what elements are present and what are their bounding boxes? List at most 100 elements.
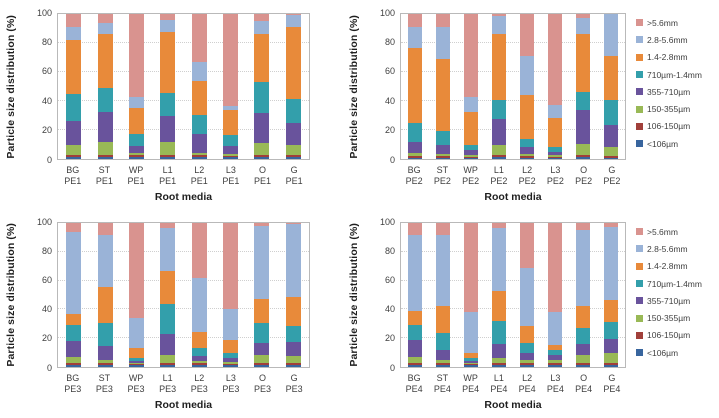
bar-segment [436,153,450,157]
bar-segment [492,343,506,358]
x-category-label: ST PE2 [433,165,451,186]
bar-segment [492,16,506,35]
bar-segment [436,59,450,131]
x-category-label: L2 PE3 [190,373,208,394]
bar-segment [576,343,590,355]
bar-segment [548,223,562,312]
bar-segment [464,156,478,158]
y-tick-label: 0 [46,154,52,165]
bar-segment [436,130,450,146]
bar-segment [191,153,207,156]
x-category-label: WP PE2 [462,165,480,186]
x-category-label: BG PE1 [64,165,82,186]
bar-segment [223,223,239,310]
bar-segment [576,156,590,159]
bar-segment [97,359,113,364]
bar-segment [254,342,270,355]
plot-area [57,13,310,160]
stacked-bar-o-pe4 [576,223,590,367]
bar-segment [520,157,534,159]
bar-segment [436,156,450,158]
bar-segment [576,363,590,365]
legend-swatch [636,297,643,305]
y-tick-label: 20 [384,333,395,344]
bar-segment [464,352,478,359]
bar-segment [464,96,478,112]
bar-segment [408,223,422,235]
legend-item: 150-355µm [636,309,702,326]
bar-segment [576,364,590,367]
y-axis-title: Particle size distribution (%) [5,14,17,159]
bar-segment [223,145,239,154]
bar-segment [436,234,450,306]
legend-swatch [636,105,643,113]
bar-segment [223,353,239,359]
x-category-label: L2 PE2 [518,165,536,186]
y-tick-label: 60 [384,66,395,77]
stacked-bar-l1-pe2 [492,14,506,159]
bar-segment [66,356,82,364]
gridline [58,129,309,130]
bar-segment [436,14,450,28]
x-category-label: WP PE4 [462,373,480,394]
bar-segment [191,348,207,356]
stacked-bar-l3-pe4 [548,223,562,367]
bar-segment [254,364,270,367]
stacked-bar-o-pe2 [576,14,590,159]
bar-segment [223,361,239,365]
stacked-bar-g-pe1 [285,14,301,159]
bar-segment [408,157,422,159]
bar-segment [66,27,82,41]
stacked-bar-g-pe3 [285,223,301,367]
bar-segment [128,364,144,367]
bar-segment [285,122,301,145]
bar-segment [492,14,506,17]
gridline [58,42,309,43]
bar-segment [128,152,144,156]
bar-segment [604,300,618,322]
plot-area [57,222,310,368]
bar-segment [408,27,422,49]
x-axis-title: Root media [484,399,542,411]
bar-segment [408,364,422,367]
bar-segment [464,154,478,157]
legend-swatch [636,331,643,339]
legend-label: 150-355µm [647,104,691,115]
bar-segment [128,14,144,97]
bar-segment [464,364,478,365]
bar-segment [97,363,113,365]
stacked-bar-o-pe1 [254,14,270,159]
bar-segment [160,14,176,20]
bar-segment [97,223,113,235]
bar-segment [548,156,562,158]
bar-segment [160,223,176,229]
gridline [401,129,625,130]
stacked-bar-st-pe3 [97,223,113,367]
bar-segment [548,154,562,157]
bar-segment [254,143,270,155]
bar-segment [128,318,144,348]
gridline [401,42,625,43]
legend-label: >5.6mm [647,226,678,237]
y-tick-label: 60 [384,274,395,285]
bar-segment [191,360,207,364]
y-tick-label: 60 [41,274,52,285]
x-category-label: G PE3 [285,373,303,394]
bar-segment [492,357,506,364]
bar-segment [191,277,207,333]
x-category-label: G PE4 [603,373,621,394]
bar-segment [191,14,207,62]
bar-segment [492,155,506,157]
bar-segment [285,27,301,99]
stacked-bar-g-pe4 [604,223,618,367]
legend-label: 150-355µm [647,313,691,324]
bar-segment [254,113,270,144]
x-category-label: BG PE2 [405,165,423,186]
bar-segment [408,48,422,123]
x-category-label: L1 PE4 [490,373,508,394]
bar-segment [66,156,82,159]
stacked-bar-wp-pe3 [128,223,144,367]
bar-segment [436,350,450,360]
stacked-bar-l2-pe4 [520,223,534,367]
bar-segment [285,297,301,326]
